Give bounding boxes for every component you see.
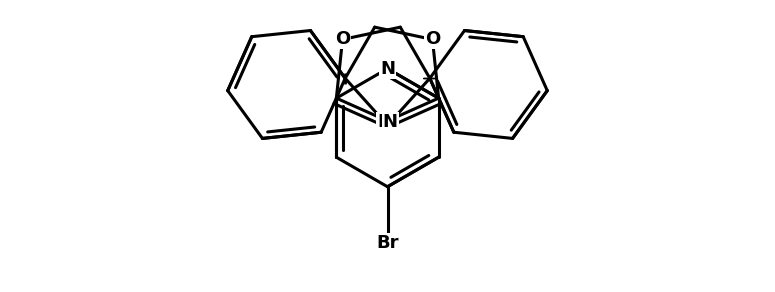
Text: Br: Br [376, 234, 399, 252]
Text: O: O [335, 30, 350, 48]
Text: N: N [377, 113, 392, 131]
Text: N: N [383, 113, 398, 131]
Text: N: N [380, 60, 395, 78]
Text: O: O [425, 30, 440, 48]
